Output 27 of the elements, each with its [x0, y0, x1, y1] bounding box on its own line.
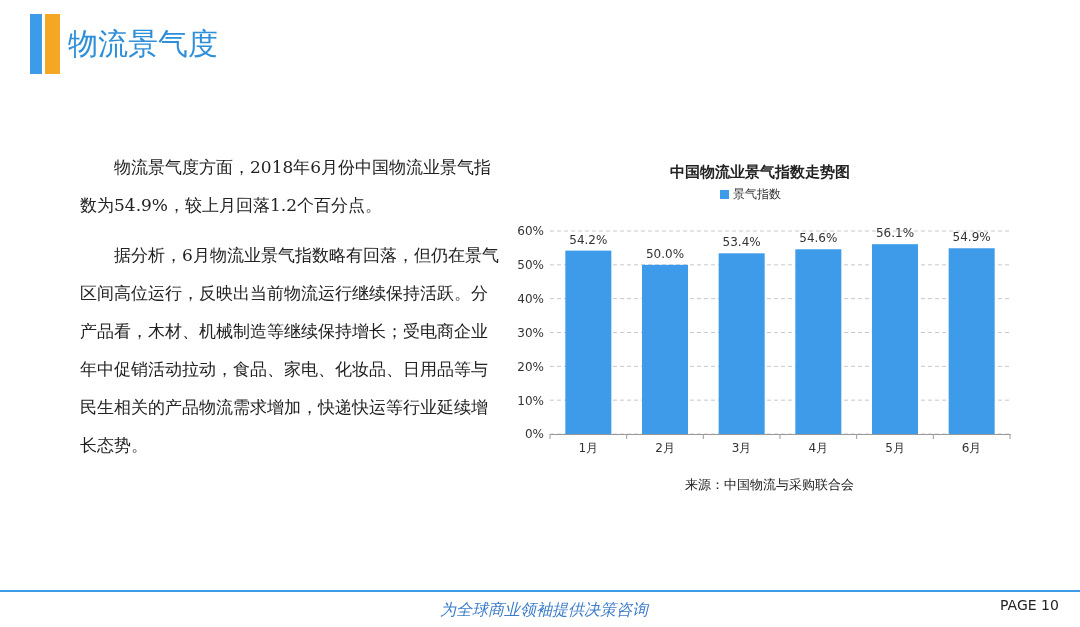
y-tick-label: 40% [517, 292, 544, 307]
y-tick-label: 50% [517, 258, 544, 273]
data-label: 50.0% [645, 246, 685, 261]
x-tick-label: 6月 [961, 440, 982, 455]
y-tick-label: 60% [517, 224, 544, 239]
text: 为全球商业领袖提供决策咨询 [440, 600, 648, 621]
data-label: 54.6% [799, 231, 838, 246]
source-note: 来源：中国物流与采购联合会 [685, 476, 854, 494]
y-tick-label: 30% [517, 325, 544, 340]
x-tick-label: 5月 [885, 440, 905, 455]
data-label: 54.2% [569, 232, 608, 247]
legend-label: 景气指数 [733, 187, 781, 201]
chart-title: 中国物流业景气指数走势图 [670, 163, 850, 181]
text: PAGE 10 [1000, 597, 1059, 613]
data-label: 54.9% [952, 230, 991, 245]
x-tick-label: 4月 [808, 440, 829, 455]
text: 物流景气度方面，2018年6月份中国物流业景气指数为54.9%，较上月回落1.2个百分点。 [80, 156, 493, 217]
y-tick-label: 10% [517, 393, 544, 408]
x-tick-label: 1月 [578, 440, 599, 455]
y-tick-label: 20% [517, 359, 544, 374]
x-tick-label: 3月 [731, 440, 752, 455]
data-label: 56.1% [875, 226, 915, 241]
text: 据分析，6月物流业景气指数略有回落，但仍在景气区间高位运行，反映出当前物流运行继续保持活跃。分产品看，木材、机械制造等继续保持增长；受电商企业年中促销活动拉动，食品、家电、化妆品、日用品等与民生相关的产品物流需求增加，快递快运等行业延续增长态势。 [80, 244, 500, 457]
text: 物流景气度 [68, 25, 218, 63]
y-tick-label: 0% [524, 427, 544, 442]
x-tick-label: 2月 [655, 440, 675, 455]
data-label: 53.4% [722, 235, 761, 250]
